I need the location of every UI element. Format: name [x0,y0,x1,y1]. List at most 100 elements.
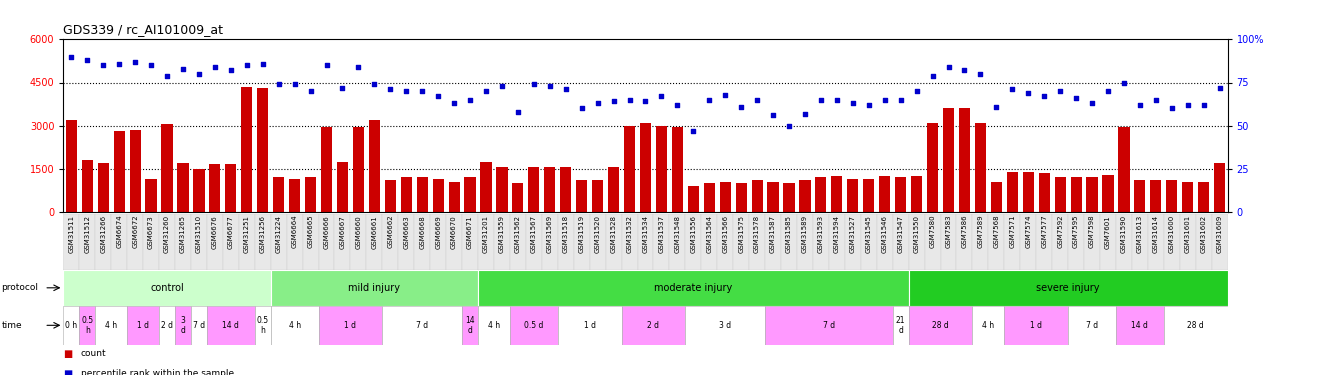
Bar [399,214,414,270]
Bar [622,306,685,345]
Bar [158,306,176,345]
Text: GSM31519: GSM31519 [578,215,585,253]
Text: 1 d: 1 d [137,321,149,330]
Point [1002,86,1023,92]
Bar [719,182,731,212]
Bar [1005,214,1020,270]
Text: GSM6669: GSM6669 [436,215,441,249]
Bar [79,306,95,345]
Bar [512,183,524,212]
Point [1065,95,1086,101]
Point [189,71,210,77]
Point [635,99,656,105]
Text: 1 d: 1 d [583,321,595,330]
Text: GSM31518: GSM31518 [562,215,569,253]
Point [236,62,257,68]
Bar [927,123,939,212]
Text: 7 d: 7 d [193,321,205,330]
Point [491,83,512,89]
Text: 2 d: 2 d [161,321,173,330]
Bar [685,214,701,270]
Bar [908,306,973,345]
Bar [1180,214,1196,270]
Bar [95,306,127,345]
Bar [574,214,590,270]
Text: GSM6667: GSM6667 [339,215,346,249]
Point [1034,93,1055,99]
Bar [242,87,252,212]
Point [906,88,927,94]
Point [412,88,433,94]
Point [779,123,800,129]
Text: GSM31602: GSM31602 [1201,215,1206,253]
Point [874,97,895,103]
Text: GSM6660: GSM6660 [355,215,362,249]
Bar [383,214,399,270]
Bar [1148,214,1164,270]
Point [173,66,194,72]
Point [268,81,289,87]
Bar [63,306,79,345]
Point [252,60,273,66]
Text: GSM31594: GSM31594 [834,215,840,253]
Bar [176,306,191,345]
Text: 28 d: 28 d [932,321,949,330]
Point [603,99,624,105]
Bar [401,177,412,212]
Bar [908,214,924,270]
Point [540,83,561,89]
Point [315,62,337,68]
Text: 0.5
h: 0.5 h [256,316,269,335]
Bar [733,214,750,270]
Bar [273,177,284,212]
Bar [767,182,779,212]
Bar [766,214,781,270]
Text: GSM31256: GSM31256 [260,215,265,253]
Text: GSM31251: GSM31251 [244,215,249,253]
Point [939,64,960,70]
Bar [465,177,475,212]
Bar [207,214,223,270]
Bar [541,214,558,270]
Bar [1007,172,1018,212]
Text: GSM31569: GSM31569 [546,215,553,253]
Point [1146,97,1167,103]
Bar [226,164,236,212]
Bar [368,120,380,212]
Bar [958,108,970,212]
Bar [973,306,1005,345]
Bar [784,183,795,212]
Bar [82,160,92,212]
Bar [525,214,541,270]
Text: GSM31593: GSM31593 [818,215,824,253]
Bar [653,214,669,270]
Text: GSM31201: GSM31201 [483,215,488,253]
Bar [701,214,717,270]
Point [1049,88,1071,94]
Bar [302,214,318,270]
Bar [286,214,302,270]
Text: GSM31614: GSM31614 [1152,215,1159,253]
Point [140,62,161,68]
Bar [305,177,317,212]
Point [954,68,975,74]
Bar [1023,172,1034,212]
Bar [717,214,733,270]
Bar [177,163,189,212]
Text: ■: ■ [63,369,73,375]
Bar [334,214,350,270]
Text: GSM31575: GSM31575 [738,215,744,253]
Bar [1055,177,1065,212]
Bar [98,163,108,212]
Text: GSM31562: GSM31562 [515,215,521,253]
Point [1081,100,1102,106]
Bar [704,183,715,212]
Bar [271,306,318,345]
Bar [942,108,954,212]
Point [300,88,321,94]
Point [459,97,480,103]
Point [428,93,449,99]
Bar [1199,182,1209,212]
Point [396,88,417,94]
Bar [239,214,255,270]
